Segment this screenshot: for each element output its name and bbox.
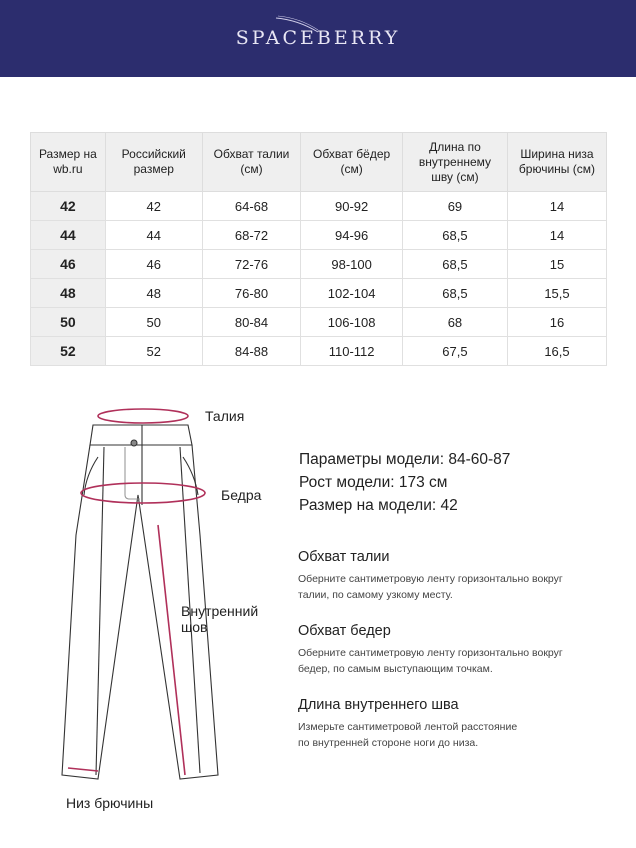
table-cell: 52: [104, 336, 203, 366]
table-cell: 44: [104, 220, 203, 250]
table-row: 44 44 68-72 94-96 68,5 14: [30, 220, 608, 250]
label-inseam-2: шов: [181, 619, 208, 635]
instruction-title: Длина внутреннего шва: [298, 697, 459, 713]
label-inseam-1: Внутренний: [181, 603, 259, 619]
pants-diagram: [61, 408, 219, 780]
table-cell: 94-96: [300, 220, 403, 250]
table-cell: 16: [506, 307, 608, 337]
label-hem: Низ брючины: [66, 795, 154, 811]
column-header: Российский размер: [104, 132, 203, 192]
table-row: 48 48 76-80 102-104 68,5 15,5: [30, 278, 608, 308]
height-value: 173 см: [398, 474, 448, 491]
instruction-inseam: Длина внутреннего шва Измерьте сантиметро…: [298, 697, 517, 751]
instruction-text: по внутренней стороне ноги до низа.: [298, 737, 479, 749]
table-cell: 68,5: [401, 220, 508, 250]
column-header: Размер на wb.ru: [30, 132, 106, 192]
table-cell: 102-104: [300, 278, 403, 308]
label-inseam: Внутренний шов: [181, 603, 258, 635]
instruction-text: талии, по самому узкому месту.: [298, 589, 453, 601]
table-cell: 69: [401, 191, 508, 221]
table-cell: 90-92: [300, 191, 403, 221]
params-value: 84-60-87: [448, 451, 511, 468]
table-cell: 68,5: [401, 278, 508, 308]
instruction-text: Измерьте сантиметровой лентой расстояние: [298, 721, 518, 733]
instruction-text: бедер, по самым выступающим точкам.: [298, 663, 493, 675]
table-cell: 15,5: [506, 278, 608, 308]
column-header: Обхват талии (см): [201, 132, 302, 192]
table-cell: 68: [401, 307, 508, 337]
table-row: 46 46 72-76 98-100 68,5 15: [30, 249, 608, 279]
label-hips: Бедра: [221, 487, 262, 503]
table-cell: 110-112: [300, 336, 403, 366]
column-header: Длина по внутреннему шву (см): [401, 132, 508, 192]
shooting-star-icon: [275, 15, 319, 33]
table-cell: 98-100: [300, 249, 403, 279]
table-cell: 16,5: [506, 336, 608, 366]
table-cell: 68,5: [401, 249, 508, 279]
size-label: Размер на модели:: [299, 497, 437, 514]
size-value: 42: [440, 497, 458, 514]
table-cell: 44: [30, 220, 106, 250]
table-cell: 84-88: [201, 336, 302, 366]
table-cell: 42: [104, 191, 203, 221]
table-cell: 67,5: [401, 336, 508, 366]
label-waist: Талия: [205, 408, 245, 424]
table-cell: 76-80: [201, 278, 302, 308]
instruction-title: Обхват талии: [298, 549, 390, 565]
table-cell: 80-84: [201, 307, 302, 337]
table-cell: 42: [30, 191, 106, 221]
header-banner: SPACEBERRY: [0, 0, 636, 77]
instruction-hips: Обхват бедер Оберните сантиметровую ленту…: [298, 623, 563, 677]
table-cell: 48: [30, 278, 106, 308]
table-cell: 14: [506, 220, 608, 250]
table-cell: 64-68: [201, 191, 302, 221]
brand-logo: SPACEBERRY: [235, 27, 401, 49]
table-cell: 48: [104, 278, 203, 308]
table-cell: 14: [506, 191, 608, 221]
table-cell: 15: [506, 249, 608, 279]
table-row: 42 42 64-68 90-92 69 14: [30, 191, 608, 221]
instruction-waist: Обхват талии Оберните сантиметровую ленту…: [298, 549, 563, 603]
table-cell: 72-76: [201, 249, 302, 279]
table-row: 52 52 84-88 110-112 67,5 16,5: [30, 336, 608, 366]
height-label: Рост модели:: [299, 474, 395, 491]
table-cell: 46: [30, 249, 106, 279]
table-cell: 52: [30, 336, 106, 366]
instruction-title: Обхват бедер: [298, 623, 391, 639]
table-row: 50 50 80-84 106-108 68 16: [30, 307, 608, 337]
size-table: Размер на wb.ru Российский размер Обхват т…: [30, 132, 608, 366]
table-cell: 68-72: [201, 220, 302, 250]
column-header: Обхват бёдер (см): [300, 132, 403, 192]
table-cell: 50: [104, 307, 203, 337]
params-label: Параметры модели:: [299, 451, 445, 468]
instruction-text: Оберните сантиметровую ленту горизонталь…: [298, 647, 563, 659]
table-cell: 50: [30, 307, 106, 337]
instruction-text: Оберните сантиметровую ленту горизонталь…: [298, 573, 563, 585]
column-header: Ширина низа брючины (см): [506, 132, 608, 192]
model-params: Параметры модели: 84-60-87 Рост модели: …: [299, 448, 510, 517]
table-cell: 46: [104, 249, 203, 279]
table-cell: 106-108: [300, 307, 403, 337]
